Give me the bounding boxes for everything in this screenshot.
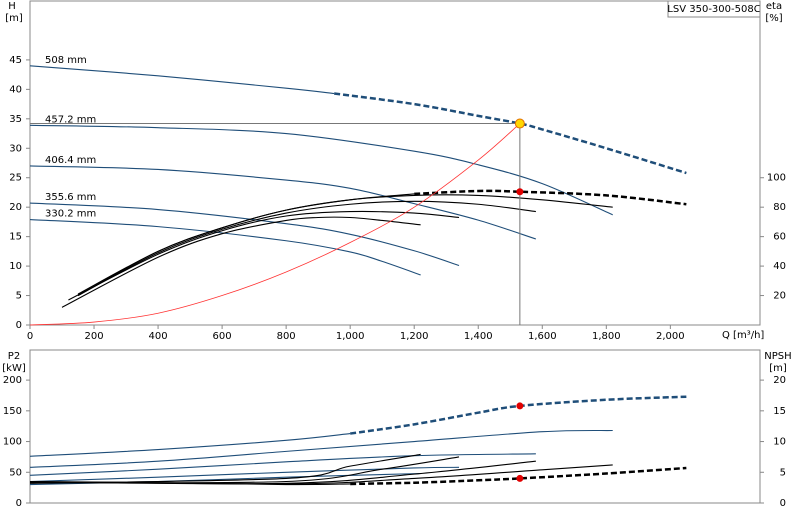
y2-tick-label: 100	[767, 173, 786, 184]
y2-tick-label: 15	[773, 406, 786, 417]
y-tick-label: 0	[16, 498, 22, 509]
curve	[29, 165, 537, 240]
curve	[29, 453, 536, 476]
y-tick-label: 45	[9, 55, 22, 66]
y2-label: NPSH	[764, 351, 791, 362]
x-tick-label: 1,800	[592, 331, 621, 342]
curve-right-axis	[29, 456, 460, 484]
curve	[29, 124, 613, 216]
x-tick-label: 800	[277, 331, 296, 342]
y2-tick-label: 0	[780, 498, 786, 509]
y-tick-label: 100	[3, 437, 22, 448]
curve-right-axis	[61, 216, 421, 308]
curve	[29, 433, 351, 457]
y2-tick-label: 20	[773, 291, 786, 302]
curve	[29, 466, 460, 483]
y-tick-label: 35	[9, 114, 22, 125]
y2-tick-label: 10	[773, 437, 786, 448]
curve-label: 330.2 mm	[45, 209, 96, 220]
y-label: H	[8, 1, 16, 12]
curve	[334, 92, 687, 175]
curve-right-axis	[414, 189, 687, 206]
y-tick-label: 20	[9, 202, 22, 213]
y-tick-label: 5	[16, 291, 22, 302]
y-tick-label: 40	[9, 84, 22, 95]
y-unit: [kW]	[2, 363, 26, 374]
x-tick-label: 1,400	[464, 331, 493, 342]
y2-tick-label: 40	[773, 261, 786, 272]
x-tick-label: 1,600	[528, 331, 557, 342]
y2-unit: [%]	[765, 13, 782, 24]
x-tick-label: 1,200	[400, 331, 429, 342]
curve-label: 355.6 mm	[45, 192, 96, 203]
y-tick-label: 0	[16, 320, 22, 331]
y2-tick-label: 20	[773, 375, 786, 386]
y-tick-label: 50	[9, 467, 22, 478]
x-label: Q [m³/h]	[722, 330, 764, 341]
y-tick-label: 30	[9, 143, 22, 154]
plot-frame	[29, 349, 761, 504]
x-tick-label: 200	[84, 331, 103, 342]
y2-label: eta	[766, 1, 782, 12]
y-tick-label: 15	[9, 232, 22, 243]
y-tick-label: 25	[9, 173, 22, 184]
plot-frame	[29, 0, 761, 326]
y2-tick-label: 80	[773, 202, 786, 213]
y2-tick-label: 5	[780, 467, 786, 478]
y-tick-label: 200	[3, 375, 22, 386]
curve-label: 406.4 mm	[45, 155, 96, 166]
curve	[29, 123, 521, 326]
curve	[29, 202, 460, 267]
curve-right-axis	[68, 210, 460, 301]
curve	[29, 429, 613, 468]
y2-tick-label: 60	[773, 232, 786, 243]
curve-label: 457.2 mm	[45, 114, 96, 125]
x-tick-label: 600	[213, 331, 232, 342]
x-tick-label: 2,000	[656, 331, 685, 342]
efficiency-point	[516, 188, 524, 196]
npsh-point	[516, 474, 524, 482]
curve	[29, 65, 335, 95]
curve	[29, 219, 421, 276]
curve-right-axis	[29, 453, 421, 484]
y2-unit: [m]	[769, 363, 787, 374]
curve-label: 508 mm	[45, 55, 87, 66]
curve-right-axis	[350, 466, 687, 486]
x-tick-label: 0	[27, 331, 33, 342]
power-point	[516, 402, 524, 410]
x-tick-label: 1,000	[336, 331, 365, 342]
y-label: P2	[8, 351, 20, 362]
curve-right-axis	[77, 194, 613, 295]
operating-point	[514, 118, 525, 129]
y-unit: [m]	[5, 13, 23, 24]
curve-right-axis	[77, 200, 536, 297]
x-tick-label: 400	[149, 331, 168, 342]
chart-title: LSV 350-300-508C	[667, 4, 760, 15]
y-tick-label: 10	[9, 261, 22, 272]
curve	[349, 395, 687, 435]
curve-right-axis	[77, 193, 415, 297]
y-tick-label: 150	[3, 406, 22, 417]
